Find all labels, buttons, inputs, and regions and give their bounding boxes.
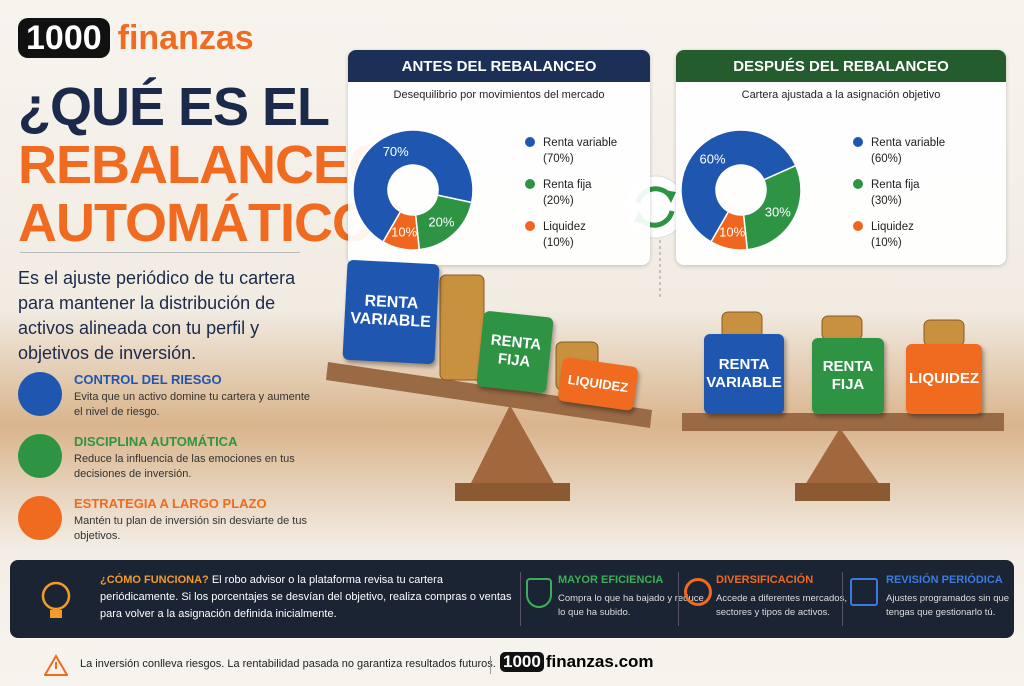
donut-slice	[709, 210, 749, 251]
legend-label: Renta fija	[871, 179, 920, 191]
brand-word: finanzas	[117, 18, 254, 57]
legend-swatch	[853, 137, 863, 147]
legend-swatch	[525, 179, 535, 189]
site-number: 1000	[500, 652, 544, 672]
site: 1000 finanzas.com	[500, 652, 654, 672]
bulb-icon	[41, 581, 71, 618]
legend-label: Renta variable	[871, 137, 945, 149]
legend-value: (10%)	[871, 237, 902, 249]
slice-label: 10%	[719, 225, 745, 240]
how-title: ¿CÓMO FUNCIONA?	[100, 574, 209, 586]
benefit: ESTRATEGIA A LARGO PLAZO Mantén tu plan d…	[18, 496, 318, 544]
legend-label: Renta variable	[543, 137, 617, 149]
intro: Es el ajuste periódico de tu cartera par…	[18, 268, 296, 363]
pie-icon	[684, 578, 712, 606]
chart-panel: ANTES DEL REBALANCEO Desequilibrio por m…	[348, 50, 650, 265]
feature-text: Compra lo que ha bajado y reduce lo que …	[558, 593, 704, 618]
legend-value: (70%)	[543, 153, 574, 165]
asset-block: RENTA VARIABLE	[704, 334, 784, 414]
chart-title: DESPUÉS DEL REBALANCEO	[676, 50, 1006, 82]
brand-number: 1000	[18, 18, 110, 58]
benefit-title: ESTRATEGIA A LARGO PLAZO	[74, 496, 267, 511]
chart-title: ANTES DEL REBALANCEO	[348, 50, 650, 82]
how-it-works: ¿CÓMO FUNCIONA? El robo advisor o la pla…	[100, 572, 520, 623]
warning-icon	[44, 654, 68, 676]
asset-block: LIQUIDEZ	[906, 344, 982, 414]
fulcrum-base	[455, 483, 570, 501]
how-text: El robo advisor o la plataforma revisa t…	[100, 574, 512, 620]
asset-block: RENTA FIJA	[476, 310, 554, 394]
benefit-title: DISCIPLINA AUTOMÁTICA	[74, 434, 238, 449]
feature-text: Ajustes programados sin que tengas que g…	[886, 593, 1010, 618]
feature-title: MAYOR EFICIENCIA	[558, 574, 664, 586]
benefit: CONTROL DEL RIESGO Evita que un activo do…	[18, 372, 318, 420]
legend-label: Liquidez	[543, 221, 586, 233]
chart-subtitle: Desequilibrio por movimientos del mercad…	[393, 89, 605, 101]
fulcrum-base	[795, 483, 890, 501]
plank	[326, 362, 652, 428]
disclaimer: La inversión conlleva riesgos. La rentab…	[80, 658, 496, 670]
calendar-icon	[850, 578, 878, 606]
site-word: finanzas.com	[545, 652, 654, 671]
slice-label: 60%	[700, 151, 726, 166]
legend-swatch	[525, 221, 535, 231]
chart-subtitle: Cartera ajustada a la asignación objetiv…	[741, 89, 941, 101]
legend-swatch	[525, 137, 535, 147]
brand: 1000 finanzas	[18, 18, 254, 58]
slice-label: 10%	[391, 225, 417, 240]
feature: MAYOR EFICIENCIA Compra lo que ha bajado …	[558, 574, 708, 620]
donut-slice	[352, 129, 474, 243]
benefit-text: Reduce la influencia de las emociones en…	[74, 453, 295, 480]
legend-value: (60%)	[871, 153, 902, 165]
donut-slice	[381, 210, 421, 251]
legend-label: Renta fija	[543, 179, 592, 191]
slice-label: 30%	[765, 204, 791, 219]
title: ¿QUÉ ES EL REBALANCEO AUTOMÁTICO?	[18, 77, 406, 253]
feature: DIVERSIFICACIÓN Accede a diferentes merca…	[716, 574, 866, 620]
benefit-title: CONTROL DEL RIESGO	[74, 372, 222, 387]
shield-icon	[526, 578, 552, 608]
donut-slice	[680, 129, 797, 243]
feature-title: REVISIÓN PERIÓDICA	[886, 574, 1003, 586]
feature: REVISIÓN PERIÓDICA Ajustes programados si…	[886, 574, 1011, 620]
donut-chart: 70% Renta variable (70%) 20% Renta fija (20%)…	[352, 129, 617, 251]
donut-chart: 60% Renta variable (60%) 30% Renta fija (30%)…	[680, 129, 945, 251]
benefit-text: Evita que un activo domine tu cartera y …	[74, 391, 311, 418]
legend-swatch	[853, 179, 863, 189]
slice-label: 70%	[383, 144, 409, 159]
benefit-text: Mantén tu plan de inversión sin desviart…	[74, 515, 307, 542]
chart-panel: DESPUÉS DEL REBALANCEO Cartera ajustada …	[676, 50, 1006, 265]
donut-slice	[742, 164, 802, 251]
title-line: AUTOMÁTICO?	[18, 193, 406, 253]
asset-block: RENTA FIJA	[812, 338, 884, 414]
legend-swatch	[853, 221, 863, 231]
fulcrum	[470, 405, 555, 485]
title-line: REBALANCEO	[18, 135, 390, 195]
plank	[682, 413, 1004, 431]
slice-label: 20%	[428, 215, 454, 230]
legend-value: (30%)	[871, 195, 902, 207]
feature-text: Accede a diferentes mercados, sectores y…	[716, 593, 847, 618]
asset-block: RENTA VARIABLE	[342, 259, 440, 365]
legend-value: (20%)	[543, 195, 574, 207]
legend-label: Liquidez	[871, 221, 914, 233]
title-line: ¿QUÉ ES EL	[18, 77, 330, 137]
divider	[20, 252, 300, 253]
fulcrum	[805, 428, 880, 485]
info-bar: ¿CÓMO FUNCIONA? El robo advisor o la pla…	[10, 560, 1014, 638]
feature-title: DIVERSIFICACIÓN	[716, 574, 814, 586]
benefit: DISCIPLINA AUTOMÁTICA Reduce la influenci…	[18, 434, 318, 482]
legend-value: (10%)	[543, 237, 574, 249]
